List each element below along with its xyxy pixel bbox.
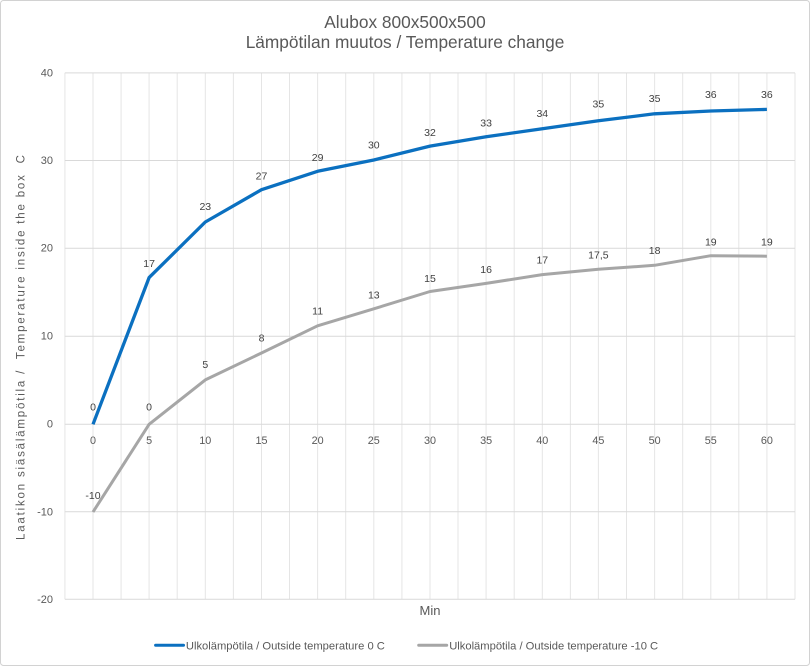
svg-text:17,5: 17,5 xyxy=(588,250,609,262)
svg-text:30: 30 xyxy=(368,139,380,151)
svg-text:0: 0 xyxy=(90,435,96,447)
svg-text:10: 10 xyxy=(199,435,211,447)
svg-text:40: 40 xyxy=(536,435,548,447)
svg-text:-20: -20 xyxy=(37,594,53,606)
svg-text:34: 34 xyxy=(536,108,548,120)
svg-text:0: 0 xyxy=(146,401,152,413)
svg-text:15: 15 xyxy=(255,435,267,447)
svg-text:18: 18 xyxy=(649,245,661,257)
svg-text:50: 50 xyxy=(649,435,661,447)
svg-text:19: 19 xyxy=(705,237,717,249)
svg-text:55: 55 xyxy=(705,435,717,447)
svg-text:8: 8 xyxy=(259,333,265,345)
svg-text:23: 23 xyxy=(199,201,211,213)
svg-text:40: 40 xyxy=(41,67,53,79)
svg-text:60: 60 xyxy=(761,435,773,447)
svg-text:17: 17 xyxy=(143,258,155,270)
svg-text:33: 33 xyxy=(480,118,492,130)
svg-text:Ulkolämpötila / Outside temper: Ulkolämpötila / Outside temperature 0 C xyxy=(186,641,385,653)
svg-text:16: 16 xyxy=(480,264,492,276)
svg-text:13: 13 xyxy=(368,290,380,302)
svg-text:Laatikon siäsälämpötila / Tem: Laatikon siäsälämpötila / Temperature in… xyxy=(16,155,28,540)
svg-text:5: 5 xyxy=(202,359,208,371)
svg-text:30: 30 xyxy=(41,155,53,167)
svg-text:27: 27 xyxy=(256,170,268,182)
svg-text:35: 35 xyxy=(480,435,492,447)
svg-text:20: 20 xyxy=(312,435,324,447)
svg-text:Min: Min xyxy=(420,603,441,618)
svg-text:32: 32 xyxy=(424,127,436,139)
svg-text:35: 35 xyxy=(593,98,605,110)
svg-text:25: 25 xyxy=(368,435,380,447)
svg-text:Ulkolämpötila / Outside temper: Ulkolämpötila / Outside temperature -10 … xyxy=(449,641,658,653)
svg-text:11: 11 xyxy=(312,305,323,317)
svg-text:15: 15 xyxy=(424,273,436,285)
svg-text:0: 0 xyxy=(47,419,53,431)
svg-text:0: 0 xyxy=(90,401,96,413)
svg-text:36: 36 xyxy=(705,89,717,101)
svg-text:10: 10 xyxy=(41,331,53,343)
svg-text:35: 35 xyxy=(649,93,661,105)
svg-text:17: 17 xyxy=(536,254,548,266)
svg-text:5: 5 xyxy=(146,435,152,447)
svg-text:19: 19 xyxy=(761,237,773,249)
svg-text:30: 30 xyxy=(424,435,436,447)
svg-text:20: 20 xyxy=(41,243,53,255)
svg-text:36: 36 xyxy=(761,89,773,101)
svg-text:45: 45 xyxy=(592,435,604,447)
svg-text:29: 29 xyxy=(312,152,324,164)
svg-text:-10: -10 xyxy=(85,490,100,502)
svg-text:Lämpötilan muutos / Temperatur: Lämpötilan muutos / Temperature change xyxy=(246,32,565,52)
svg-text:Alubox 800x500x500: Alubox 800x500x500 xyxy=(324,12,485,32)
svg-text:-10: -10 xyxy=(37,506,53,518)
